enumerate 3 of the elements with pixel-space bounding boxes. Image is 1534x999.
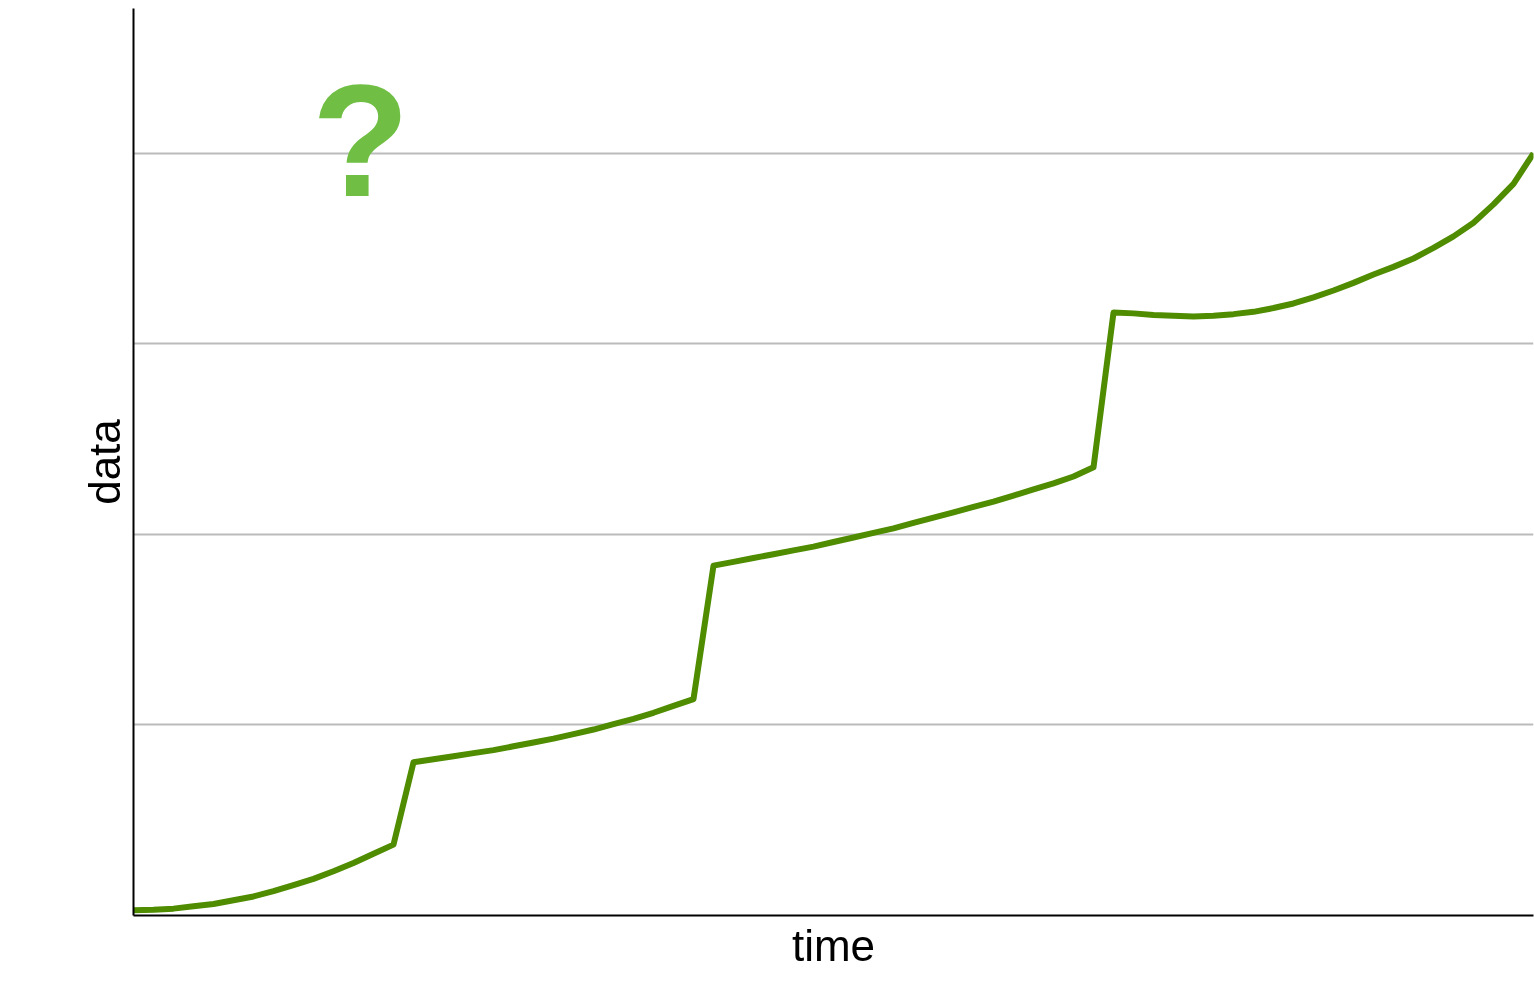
x-axis-title: time (791, 920, 876, 970)
y-axis-title: data (79, 418, 129, 505)
annotation: ? (311, 50, 410, 230)
